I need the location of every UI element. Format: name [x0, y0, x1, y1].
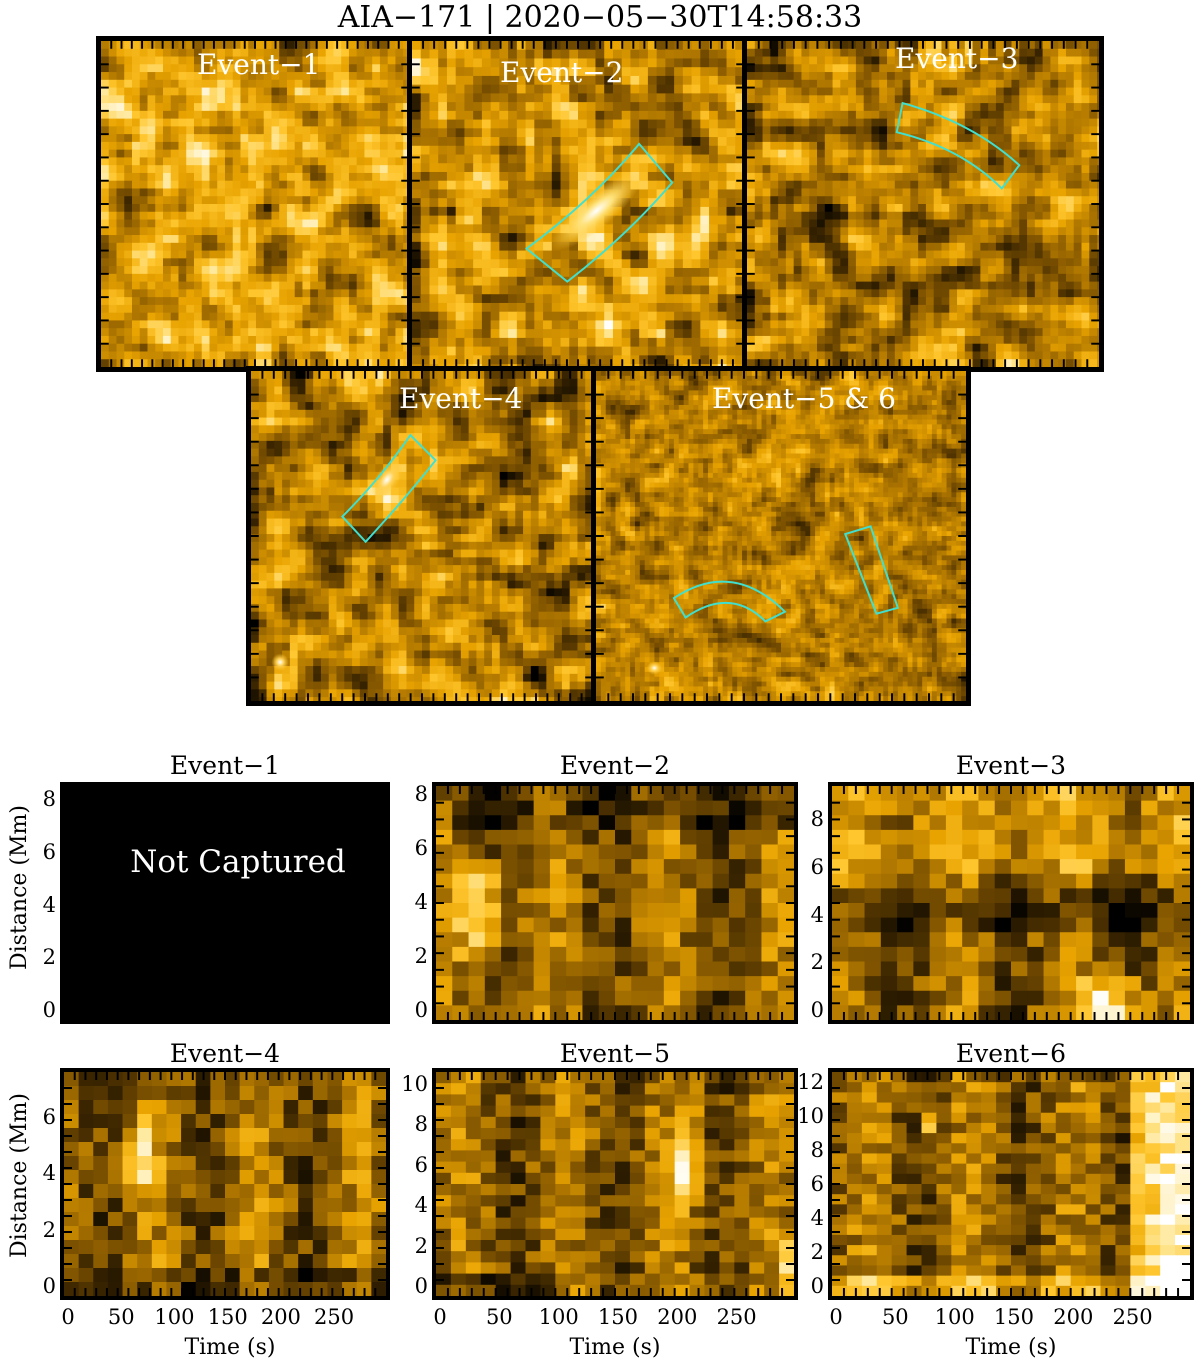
- y-tick-label: 0: [42, 1274, 56, 1298]
- td-plot-event-6: [832, 1072, 1190, 1296]
- event-5-box: [672, 580, 787, 623]
- y-tick-label: 4: [810, 1206, 824, 1231]
- y-tick-label: 2: [42, 945, 56, 970]
- td-title-event-1: Event−1: [169, 751, 281, 780]
- bright-loop-4: [371, 460, 403, 499]
- y-tick-label: 10: [401, 1072, 428, 1097]
- td-title-event-4: Event−4: [169, 1039, 281, 1068]
- x-tick-label: 100: [538, 1305, 579, 1329]
- image-event-2: [412, 41, 744, 367]
- x-tick-label: 250: [716, 1305, 757, 1329]
- td-plot-event-2: [436, 786, 794, 1020]
- y-tick-label: 6: [42, 839, 56, 864]
- panel-label-event-3: Event−3: [895, 42, 1019, 75]
- y-tick-label: 0: [810, 1274, 824, 1298]
- y-tick-label: 2: [810, 950, 824, 975]
- y-tick-label: 4: [810, 902, 824, 927]
- bright-loop: [550, 171, 643, 251]
- td-panel-event-6: [828, 1068, 1194, 1300]
- image-panel-event-5-6: Event−5 & 6: [591, 366, 971, 706]
- image-event-5-6: [596, 371, 966, 701]
- y-tick-label: 6: [414, 836, 428, 861]
- event-6-box: [843, 525, 900, 615]
- x-tick-label: 50: [881, 1305, 909, 1329]
- image-panel-event-3: Event−3: [742, 36, 1104, 372]
- y-tick-label: 8: [810, 1138, 824, 1163]
- panel-label-event-5-6: Event−5 & 6: [712, 382, 896, 415]
- x-tick-label: 0: [61, 1305, 75, 1329]
- y-tick-label: 2: [810, 1240, 824, 1265]
- y-tick-label: 2: [414, 1233, 428, 1258]
- y-tick-label: 4: [42, 1161, 56, 1186]
- y-tick-label: 4: [414, 1193, 428, 1218]
- x-tick-label: 200: [657, 1305, 698, 1329]
- y-tick-label: 0: [414, 998, 428, 1022]
- x-tick-label: 150: [207, 1305, 248, 1329]
- td-title-event-6: Event−6: [955, 1039, 1067, 1068]
- y-tick-label: 6: [810, 1172, 824, 1197]
- x-tick-label: 200: [260, 1305, 301, 1329]
- bright-dot-4: [271, 653, 289, 671]
- td-title-event-3: Event−3: [955, 751, 1067, 780]
- x-tick-label: 0: [829, 1305, 843, 1329]
- y-tick-label: 4: [42, 892, 56, 917]
- x-tick-label: 50: [107, 1305, 135, 1329]
- td-plot-event-3: [832, 786, 1190, 1020]
- y-tick-label: 2: [42, 1217, 56, 1242]
- figure-title: AIA−171 | 2020−05−30T14:58:33: [337, 0, 863, 35]
- not-captured-label: Not Captured: [130, 844, 346, 880]
- x-tick-label: 100: [154, 1305, 195, 1329]
- x-tick-label: 100: [934, 1305, 975, 1329]
- y-tick-label: 8: [810, 807, 824, 832]
- x-tick-label: 150: [597, 1305, 638, 1329]
- td-panel-event-5: [432, 1068, 798, 1300]
- td-panel-event-3: [828, 782, 1194, 1024]
- td-title-event-2: Event−2: [559, 751, 671, 780]
- y-tick-label: 6: [414, 1152, 428, 1177]
- y-tick-label: 8: [414, 1112, 428, 1137]
- image-panel-event-4: Event−4: [246, 366, 598, 706]
- td-panel-event-2: [432, 782, 798, 1024]
- x-axis-title-col-3: Time (s): [965, 1335, 1057, 1360]
- x-tick-label: 150: [993, 1305, 1034, 1329]
- y-tick-label: 10: [797, 1104, 824, 1129]
- image-event-1: [101, 41, 409, 367]
- x-axis-title-col-2: Time (s): [569, 1335, 661, 1360]
- y-tick-label: 8: [414, 782, 428, 807]
- y-tick-label: 0: [414, 1274, 428, 1298]
- image-event-4: [251, 371, 593, 701]
- td-panel-event-4: [60, 1068, 390, 1300]
- y-tick-label: 12: [797, 1070, 824, 1095]
- y-tick-label: 6: [810, 855, 824, 880]
- x-axis-title-col-1: Time (s): [184, 1335, 276, 1360]
- image-panel-event-2: Event−2: [407, 36, 749, 372]
- x-tick-label: 250: [1112, 1305, 1153, 1329]
- y-tick-label: 6: [42, 1105, 56, 1130]
- y-tick-label: 2: [414, 944, 428, 969]
- y-tick-label: 4: [414, 890, 428, 915]
- y-tick-label: 0: [42, 998, 56, 1022]
- image-panel-event-1: Event−1: [96, 36, 414, 372]
- x-tick-label: 200: [1053, 1305, 1094, 1329]
- td-panel-event-1: [60, 782, 390, 1024]
- x-tick-label: 50: [485, 1305, 513, 1329]
- image-event-3: [747, 41, 1099, 367]
- x-tick-label: 0: [433, 1305, 447, 1329]
- panel-label-event-2: Event−2: [500, 56, 624, 89]
- x-tick-label: 250: [314, 1305, 355, 1329]
- event-4-box: [340, 433, 437, 544]
- y-tick-label: 0: [810, 998, 824, 1022]
- bright-dot-5-6: [646, 661, 663, 675]
- y-tick-label: 8: [42, 787, 56, 812]
- panel-label-event-4: Event−4: [399, 382, 523, 415]
- td-plot-event-5: [436, 1072, 794, 1296]
- event-3-box: [895, 101, 1021, 190]
- event-2-box: [524, 142, 674, 283]
- td-title-event-5: Event−5: [559, 1039, 671, 1068]
- panel-label-event-1: Event−1: [197, 48, 321, 81]
- td-plot-event-1: [64, 786, 386, 1020]
- td-plot-event-4: [64, 1072, 386, 1296]
